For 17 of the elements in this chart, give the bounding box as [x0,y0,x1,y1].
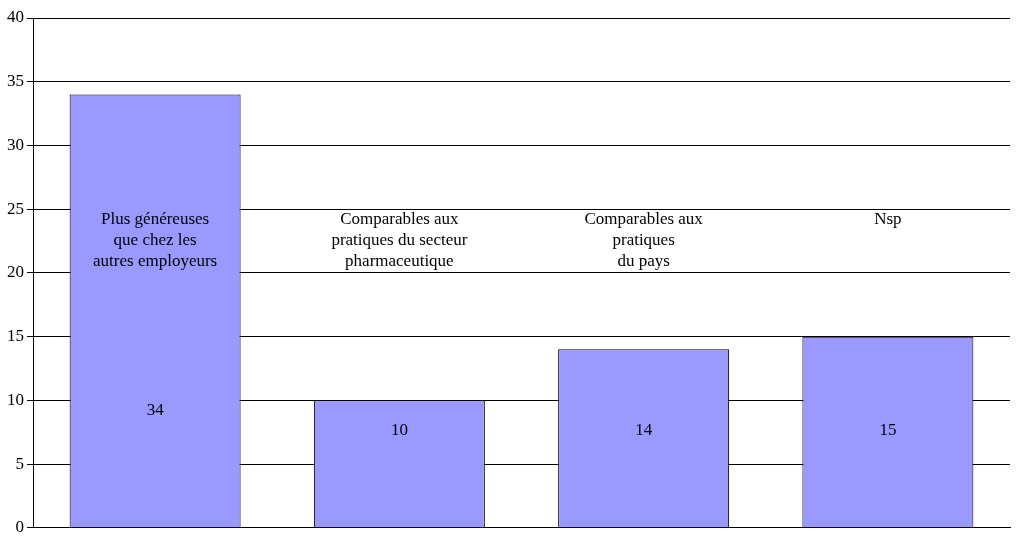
data-label: 10 [390,420,408,440]
y-tick-label: 35 [7,71,24,91]
y-tick-label: 25 [7,198,24,218]
x-tick-label: Plus généreuses que chez les autres employeurs [93,208,218,270]
x-tick-label: Comparables aux pratiques du secteur pharmaceutique [331,208,468,270]
data-label: 14 [635,420,653,440]
y-tick-label: 40 [7,7,24,27]
y-tick-label: 10 [7,389,24,409]
y-tick-label: 20 [7,262,24,282]
y-tick-label: 15 [7,326,24,346]
y-tick-label: 5 [15,453,24,473]
y-tick-label: 30 [7,134,24,154]
y-tick-label: 0 [15,517,24,537]
data-label: 34 [146,400,165,420]
data-label: 15 [879,420,897,440]
x-tick-label: Comparables aux pratiques du pays [584,208,704,270]
x-tick-label: Nsp [874,208,902,228]
